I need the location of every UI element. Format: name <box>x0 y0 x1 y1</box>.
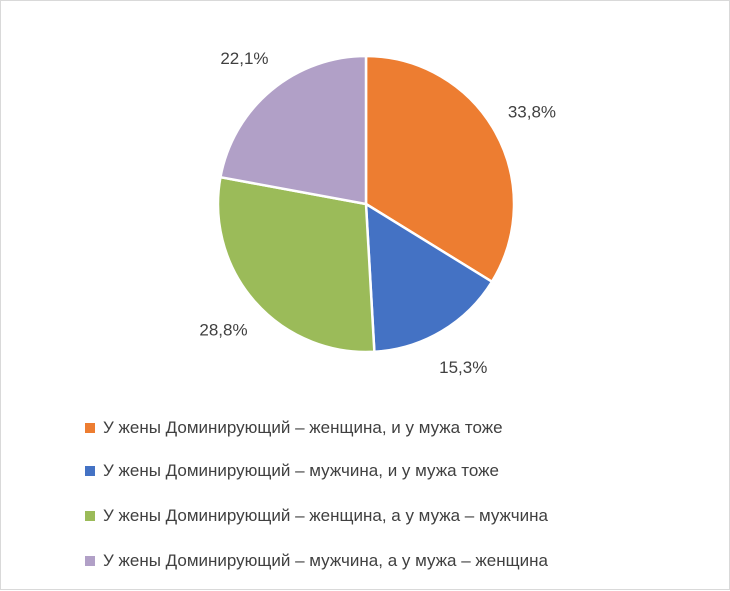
legend-item-1: У жены Доминирующий – женщина, и у мужа … <box>85 408 548 448</box>
legend-label-3: У жены Доминирующий – женщина, а у мужа … <box>103 505 548 525</box>
data-label-4: 22,1% <box>220 49 268 68</box>
legend-swatch-3 <box>85 510 95 521</box>
data-label-1: 33,8% <box>508 102 556 121</box>
legend-label-1: У жены Доминирующий – женщина, и у мужа … <box>103 418 503 437</box>
legend-label-2: У жены Доминирующий – мужчина, и у мужа … <box>103 460 499 480</box>
data-label-2: 15,3% <box>439 358 487 377</box>
pie-slice-2 <box>364 201 494 354</box>
pie-slice-3 <box>216 175 376 354</box>
legend-item-2: У жены Доминирующий – мужчина, и у мужа … <box>85 448 548 493</box>
legend-swatch-1 <box>85 423 95 433</box>
legend-label-4: У жены Доминирующий – мужчина, а у мужа … <box>103 550 548 570</box>
legend-item-4: У жены Доминирующий – мужчина, а у мужа … <box>85 538 548 583</box>
pie-slice-4 <box>218 54 368 206</box>
legend-swatch-2 <box>85 465 95 476</box>
legend-swatch-4 <box>85 555 95 566</box>
legend-item-3: У жены Доминирующий – женщина, а у мужа … <box>85 493 548 538</box>
data-label-3: 28,8% <box>199 321 247 340</box>
pie-slice-1 <box>364 54 516 284</box>
legend: У жены Доминирующий – женщина, и у мужа … <box>85 408 548 583</box>
